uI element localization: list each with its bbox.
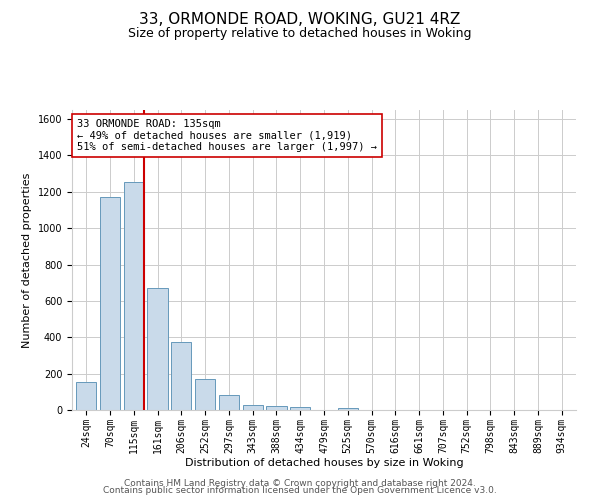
Bar — [242, 404, 263, 410]
Text: Size of property relative to detached houses in Woking: Size of property relative to detached ho… — [128, 28, 472, 40]
Text: 33, ORMONDE ROAD, WOKING, GU21 4RZ: 33, ORMONDE ROAD, WOKING, GU21 4RZ — [139, 12, 461, 28]
Bar — [148, 288, 167, 410]
Bar — [338, 408, 358, 410]
Bar — [266, 406, 287, 410]
Bar — [100, 198, 120, 410]
Bar — [171, 342, 191, 410]
Bar — [76, 382, 97, 410]
Y-axis label: Number of detached properties: Number of detached properties — [22, 172, 32, 348]
Bar — [124, 182, 144, 410]
Text: Contains HM Land Registry data © Crown copyright and database right 2024.: Contains HM Land Registry data © Crown c… — [124, 478, 476, 488]
Bar — [195, 379, 215, 410]
X-axis label: Distribution of detached houses by size in Woking: Distribution of detached houses by size … — [185, 458, 463, 468]
Bar — [290, 407, 310, 410]
Bar — [219, 396, 239, 410]
Text: 33 ORMONDE ROAD: 135sqm
← 49% of detached houses are smaller (1,919)
51% of semi: 33 ORMONDE ROAD: 135sqm ← 49% of detache… — [77, 119, 377, 152]
Text: Contains public sector information licensed under the Open Government Licence v3: Contains public sector information licen… — [103, 486, 497, 495]
